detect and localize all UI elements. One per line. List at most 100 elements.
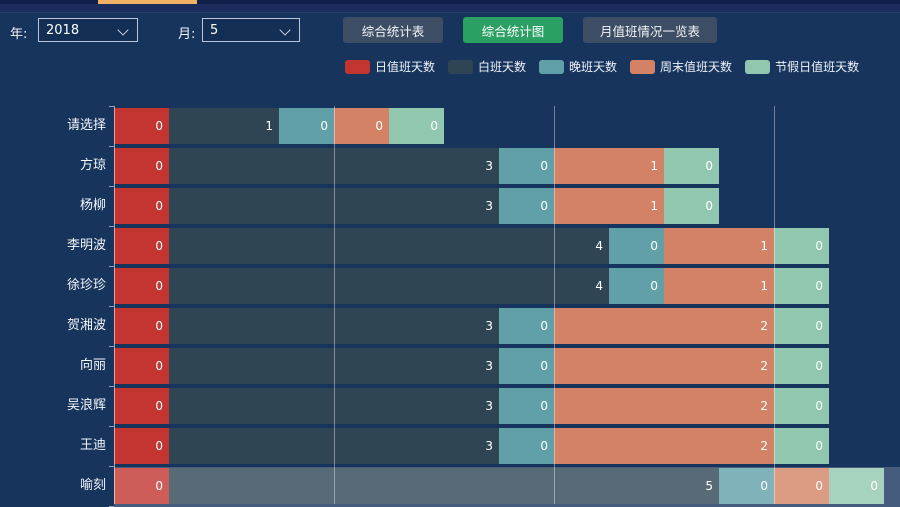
bar-value-label: 0 <box>540 188 548 224</box>
bar-segment[interactable]: 0 <box>114 388 169 424</box>
y-axis-tick <box>109 266 114 267</box>
bar-segment[interactable]: 0 <box>499 388 554 424</box>
chart-area: 请选择01000方琼03010杨柳03010李明波04010徐珍珍04010贺湘… <box>0 0 900 504</box>
bar-segment[interactable]: 1 <box>554 148 664 184</box>
bar-value-label: 0 <box>155 268 163 304</box>
bar-value-label: 0 <box>155 308 163 344</box>
bar-value-label: 1 <box>650 148 658 184</box>
bar-value-label: 0 <box>155 388 163 424</box>
bar-value-label: 0 <box>705 188 713 224</box>
bar-segment[interactable]: 0 <box>114 468 169 504</box>
bar-segment[interactable]: 2 <box>554 348 774 384</box>
bar-segment[interactable]: 0 <box>774 228 829 264</box>
bar-value-label: 0 <box>815 268 823 304</box>
y-axis-label: 向丽 <box>0 346 106 386</box>
bar-segment[interactable]: 0 <box>664 148 719 184</box>
bar-segment[interactable]: 0 <box>774 428 829 464</box>
bar-segment[interactable]: 0 <box>664 188 719 224</box>
y-axis-label: 吴浪辉 <box>0 386 106 426</box>
y-axis-tick <box>109 106 114 107</box>
y-axis-label: 李明波 <box>0 226 106 266</box>
bar-value-label: 0 <box>155 108 163 144</box>
bar-segment[interactable]: 0 <box>499 188 554 224</box>
bar-value-label: 2 <box>760 348 768 384</box>
bar-value-label: 1 <box>760 228 768 264</box>
bar-row: 03020 <box>114 388 829 424</box>
y-axis-line <box>114 106 115 504</box>
bar-segment[interactable]: 1 <box>554 188 664 224</box>
bar-value-label: 0 <box>430 108 438 144</box>
bar-segment[interactable]: 2 <box>554 428 774 464</box>
bar-segment[interactable]: 0 <box>389 108 444 144</box>
bar-value-label: 1 <box>265 108 273 144</box>
bar-segment[interactable]: 2 <box>554 308 774 344</box>
y-axis-tick <box>109 386 114 387</box>
bar-segment[interactable]: 0 <box>114 348 169 384</box>
bar-value-label: 1 <box>760 268 768 304</box>
bar-segment[interactable]: 2 <box>554 388 774 424</box>
bar-segment[interactable]: 4 <box>169 268 609 304</box>
x-gridline <box>774 106 775 504</box>
bar-value-label: 3 <box>485 388 493 424</box>
bar-segment[interactable]: 0 <box>334 108 389 144</box>
bar-segment[interactable]: 4 <box>169 228 609 264</box>
bar-value-label: 4 <box>595 228 603 264</box>
y-axis-tick <box>109 426 114 427</box>
y-axis-tick <box>109 466 114 467</box>
bar-value-label: 0 <box>650 268 658 304</box>
bar-row: 03020 <box>114 428 829 464</box>
x-gridline <box>334 106 335 504</box>
bar-segment[interactable]: 0 <box>719 468 774 504</box>
bar-segment[interactable]: 0 <box>114 428 169 464</box>
bar-value-label: 0 <box>540 428 548 464</box>
bar-segment[interactable]: 0 <box>114 108 169 144</box>
bar-segment[interactable]: 0 <box>774 268 829 304</box>
bar-segment[interactable]: 0 <box>279 108 334 144</box>
bar-value-label: 2 <box>760 388 768 424</box>
bar-segment[interactable]: 0 <box>609 268 664 304</box>
bar-value-label: 3 <box>485 148 493 184</box>
bar-value-label: 2 <box>760 428 768 464</box>
bar-value-label: 0 <box>815 388 823 424</box>
bar-segment[interactable]: 0 <box>774 308 829 344</box>
y-axis-label: 贺湘波 <box>0 306 106 346</box>
bar-segment[interactable]: 0 <box>829 468 884 504</box>
bar-value-label: 0 <box>540 308 548 344</box>
x-gridline <box>554 106 555 504</box>
bar-segment[interactable]: 0 <box>114 148 169 184</box>
y-axis-tick <box>109 226 114 227</box>
bar-segment[interactable]: 0 <box>774 468 829 504</box>
bar-segment[interactable]: 0 <box>774 388 829 424</box>
bar-segment[interactable]: 0 <box>499 308 554 344</box>
y-axis-label: 方琼 <box>0 146 106 186</box>
bar-segment[interactable]: 0 <box>114 268 169 304</box>
bar-value-label: 0 <box>155 148 163 184</box>
bar-segment[interactable]: 1 <box>664 228 774 264</box>
bar-row: 04010 <box>114 268 829 304</box>
bar-value-label: 0 <box>760 468 768 504</box>
bar-row: 01000 <box>114 108 444 144</box>
bar-segment[interactable]: 0 <box>114 188 169 224</box>
bar-segment[interactable]: 0 <box>499 428 554 464</box>
bar-segment[interactable]: 1 <box>169 108 279 144</box>
bar-segment[interactable]: 0 <box>114 308 169 344</box>
bar-value-label: 0 <box>540 348 548 384</box>
duty-statistics-page: { "topbar": { "active_tab_indicator": "a… <box>0 0 900 504</box>
bar-value-label: 1 <box>650 188 658 224</box>
bar-segment[interactable]: 0 <box>609 228 664 264</box>
bar-value-label: 3 <box>485 348 493 384</box>
bar-row: 0 3 0 1 0 <box>114 188 719 224</box>
bar-segment[interactable]: 0 <box>499 348 554 384</box>
bar-segment[interactable]: 1 <box>664 268 774 304</box>
bar-value-label: 0 <box>155 188 163 224</box>
bar-value-label: 0 <box>650 228 658 264</box>
bar-row: 03020 <box>114 348 829 384</box>
bar-segment[interactable]: 0 <box>499 148 554 184</box>
bar-value-label: 3 <box>485 188 493 224</box>
bar-row: 03010 <box>114 148 719 184</box>
bar-segment[interactable]: 5 <box>169 468 719 504</box>
bar-segment[interactable]: 0 <box>114 228 169 264</box>
bar-segment[interactable]: 0 <box>774 348 829 384</box>
bar-value-label: 0 <box>870 468 878 504</box>
bar-value-label: 0 <box>815 428 823 464</box>
